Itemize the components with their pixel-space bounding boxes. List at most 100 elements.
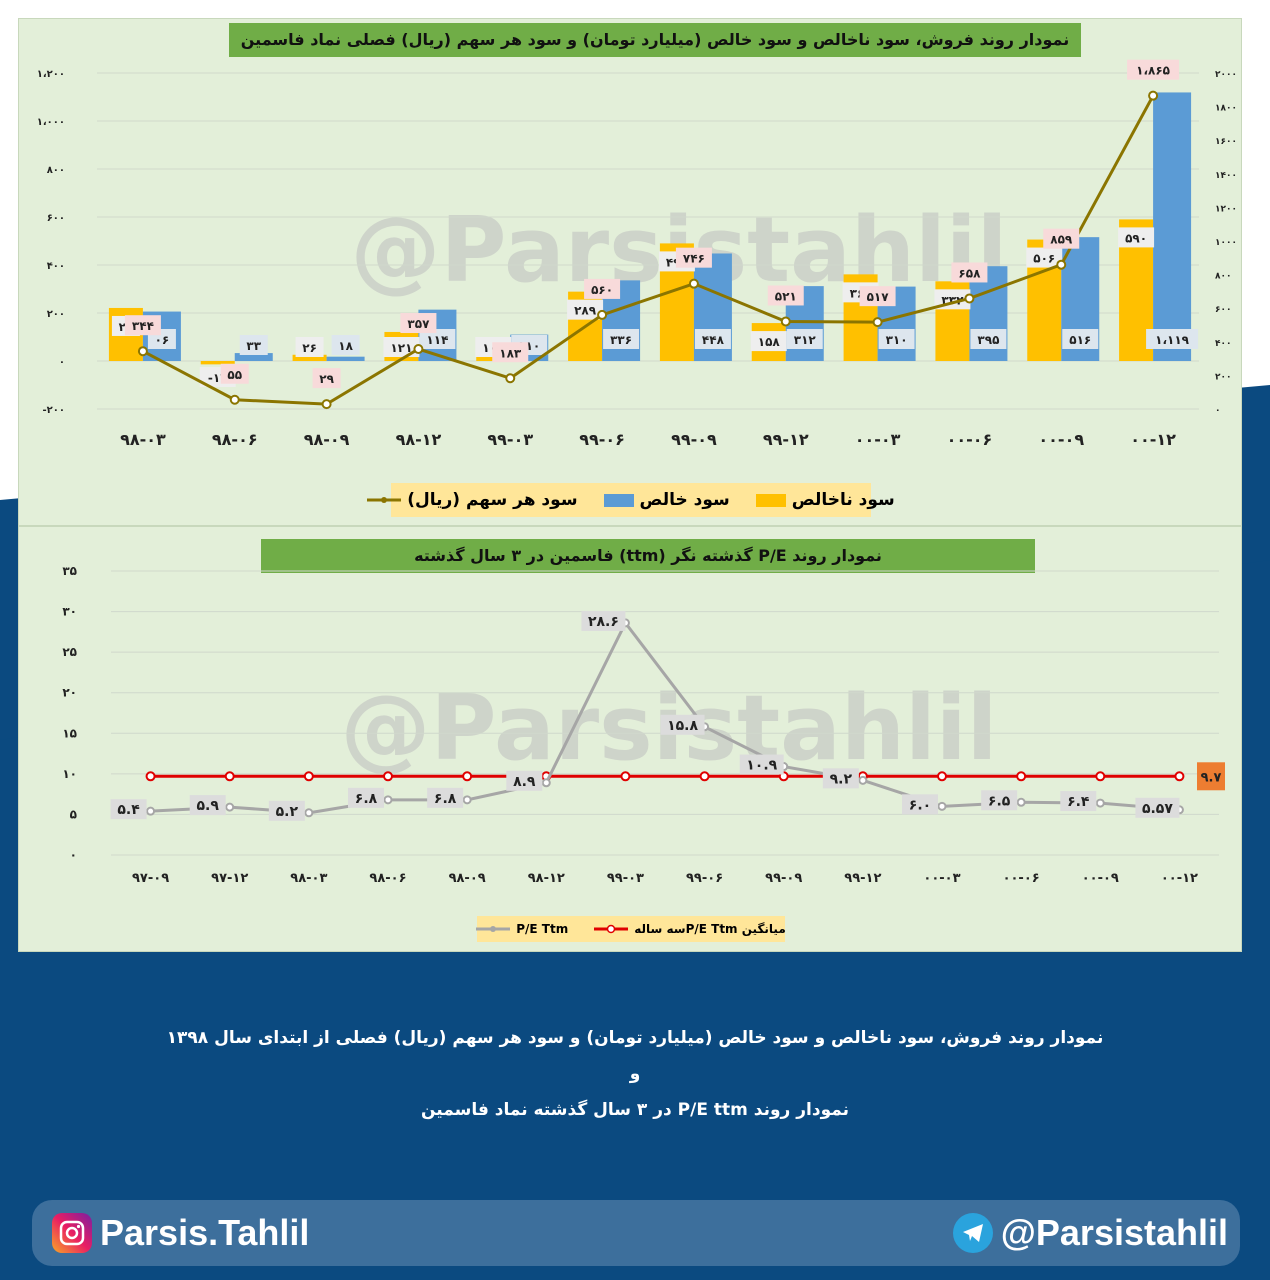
gross-data-label: ۵۰۶ bbox=[1026, 247, 1063, 268]
net-data-label-text: ۱۸ bbox=[338, 339, 353, 353]
pe-data-label: ۱۰.۹ bbox=[739, 754, 784, 775]
instagram-link[interactable]: Parsis.Tahlil bbox=[44, 1200, 309, 1266]
gross-data-label-bg bbox=[1026, 247, 1063, 268]
x-tick-label: ۹۸-۱۲ bbox=[396, 430, 442, 449]
pe-data-label: ۸.۹ bbox=[506, 770, 543, 791]
eps-data-label-text: ۶۵۸ bbox=[958, 266, 981, 280]
net-data-label-bg bbox=[603, 329, 640, 349]
pe-point bbox=[146, 806, 156, 816]
legend-pe-swatch bbox=[476, 926, 511, 932]
pe-data-label-bg bbox=[1060, 791, 1097, 812]
x-tick-label: ۰۰-۰۶ bbox=[1003, 871, 1040, 886]
net-data-label-text: ۳۳۶ bbox=[610, 333, 632, 347]
avg-value-label-bg bbox=[1197, 762, 1225, 791]
legend-eps: سود هر سهم (ریال) bbox=[367, 490, 578, 510]
pe-chart-panel: نمودار روند P/E گذشته نگر (ttm) فاسمین د… bbox=[18, 526, 1242, 952]
net-data-label-text: ۳۹۵ bbox=[977, 333, 999, 347]
gross-data-label: ۲۶ bbox=[295, 337, 324, 357]
x-tick-label: ۹۹-۰۹ bbox=[765, 871, 802, 886]
eps-data-label: ۷۴۶ bbox=[675, 247, 712, 268]
eps-data-label-bg bbox=[859, 286, 896, 307]
avg-point bbox=[462, 771, 473, 782]
gross-data-label: ۱۵۸ bbox=[750, 331, 787, 352]
x-tick-label: ۹۸-۱۲ bbox=[528, 871, 565, 886]
net-data-label: ۱،۱۱۹ bbox=[1146, 329, 1199, 349]
pe-data-label-bg bbox=[348, 787, 384, 808]
telegram-link[interactable]: @Parsistahlil bbox=[945, 1200, 1228, 1266]
avg-point bbox=[383, 771, 393, 782]
earnings-chart-panel: نمودار روند فروش، سود ناخالص و سود خالص … bbox=[18, 18, 1242, 526]
y-tick-label: ۴۰۰ bbox=[47, 261, 65, 272]
caption-line-1: نمودار روند فروش، سود ناخالص و سود خالص … bbox=[166, 1028, 1104, 1048]
pe-legend: میانگین P/E Ttmسه ساله P/E Ttm bbox=[476, 916, 786, 942]
eps-data-label: ۱،۸۶۵ bbox=[1127, 59, 1180, 80]
eps-data-label-text: ۱،۸۶۵ bbox=[1136, 64, 1170, 78]
pe-data-label-text: ۱۰.۹ bbox=[746, 758, 777, 774]
net-data-label-text: ۳۱۰ bbox=[886, 333, 908, 347]
x-tick-label: ۰۰-۱۲ bbox=[1130, 430, 1176, 449]
x-tick-label: ۹۹-۰۳ bbox=[487, 430, 533, 449]
net-data-label: ۳۹۵ bbox=[970, 329, 1007, 349]
eps-data-label-text: ۷۴۶ bbox=[683, 252, 705, 266]
eps-data-label: ۶۵۸ bbox=[951, 262, 988, 283]
net-data-label-bg bbox=[331, 335, 360, 355]
y-tick-label: ۶۰۰ bbox=[47, 213, 65, 224]
net-data-label-text: ۴۴۸ bbox=[702, 333, 725, 347]
avg-point bbox=[224, 771, 235, 782]
legend-pe-label: P/E Ttm bbox=[516, 922, 569, 936]
pe-chart: @Parsistahlil۰۵۱۰۱۵۲۰۲۵۳۰۳۵۹۷-۰۹۹۷-۱۲۹۸-… bbox=[62, 564, 1225, 886]
x-tick-label: ۹۷-۱۲ bbox=[211, 871, 248, 886]
gross-data-label-bg bbox=[295, 337, 324, 357]
pe-data-label: ۵.۲ bbox=[268, 800, 305, 821]
net-data-label-bg bbox=[1062, 329, 1099, 349]
legend-net-label: سود خالص bbox=[639, 490, 730, 510]
eps-point bbox=[688, 278, 699, 289]
eps-data-label: ۵۱۷ bbox=[859, 286, 896, 307]
legend-net-swatch bbox=[603, 493, 634, 507]
y2-tick-label: ۱۴۰۰ bbox=[1215, 171, 1237, 181]
pe-data-label: ۶.۸ bbox=[427, 787, 464, 808]
earnings-legend: سود ناخالص سود خالص سود هر سهم (ریال) bbox=[367, 483, 895, 517]
net-data-label: ۳۱۲ bbox=[786, 329, 823, 349]
pe-data-label: ۶.۴ bbox=[1060, 791, 1097, 812]
net-data-label-bg bbox=[419, 329, 456, 349]
x-tick-label: ۹۹-۰۶ bbox=[686, 871, 723, 886]
eps-data-label-text: ۳۵۷ bbox=[407, 317, 430, 331]
pe-point bbox=[1095, 798, 1105, 808]
y-tick-label: -۲۰۰ bbox=[43, 405, 65, 416]
eps-data-label-bg bbox=[220, 363, 249, 384]
eps-data-label-bg bbox=[312, 368, 341, 389]
net-data-label: ۳۳ bbox=[239, 335, 268, 355]
eps-data-label-text: ۵۶۰ bbox=[591, 283, 613, 297]
eps-data-label-text: ۵۱۷ bbox=[867, 290, 890, 304]
eps-data-label: ۵۶۰ bbox=[584, 278, 621, 299]
earnings-chart-title: نمودار روند فروش، سود ناخالص و سود خالص … bbox=[229, 23, 1081, 57]
x-tick-label: ۹۹-۱۲ bbox=[844, 871, 881, 886]
eps-data-label-text: ۵۵ bbox=[227, 368, 242, 382]
x-tick-label: ۹۸-۰۳ bbox=[290, 871, 327, 886]
eps-data-label: ۱۸۳ bbox=[492, 342, 529, 363]
pe-data-label-bg bbox=[427, 787, 464, 808]
pe-chart-title: نمودار روند P/E گذشته نگر (ttm) فاسمین د… bbox=[261, 539, 1035, 573]
y2-tick-label: ۱۲۰۰ bbox=[1215, 204, 1237, 214]
gross-data-label-text: ۱۵۸ bbox=[758, 335, 781, 349]
pe-data-label-bg bbox=[506, 770, 543, 791]
net-data-label-bg bbox=[694, 329, 731, 349]
y2-tick-label: ۱۶۰۰ bbox=[1215, 137, 1237, 147]
legend-avg-label: میانگین P/E Ttmسه ساله bbox=[634, 922, 786, 936]
footer-bar: Parsis.Tahlil @Parsistahlil bbox=[32, 1200, 1240, 1266]
gross-data-label-text: ۵۹۰ bbox=[1125, 231, 1147, 245]
y-tick-label: ۰ bbox=[59, 357, 65, 368]
pe-data-label: ۶.۸ bbox=[348, 787, 384, 808]
y-tick-label: ۳۵ bbox=[62, 564, 77, 578]
y-tick-label: ۵ bbox=[70, 807, 77, 821]
pe-data-label: ۲۸.۶ bbox=[581, 610, 626, 631]
eps-data-label: ۸۵۹ bbox=[1043, 228, 1080, 249]
pe-point bbox=[462, 795, 472, 805]
net-data-label-text: ۳۳ bbox=[246, 339, 261, 353]
pe-data-label-bg bbox=[1135, 797, 1180, 818]
pe-data-label-text: ۶.۴ bbox=[1067, 794, 1090, 810]
pe-data-label-text: ۵.۴ bbox=[117, 802, 140, 818]
pe-point bbox=[937, 801, 947, 811]
avg-value-label: ۹.۷ bbox=[1197, 762, 1225, 791]
